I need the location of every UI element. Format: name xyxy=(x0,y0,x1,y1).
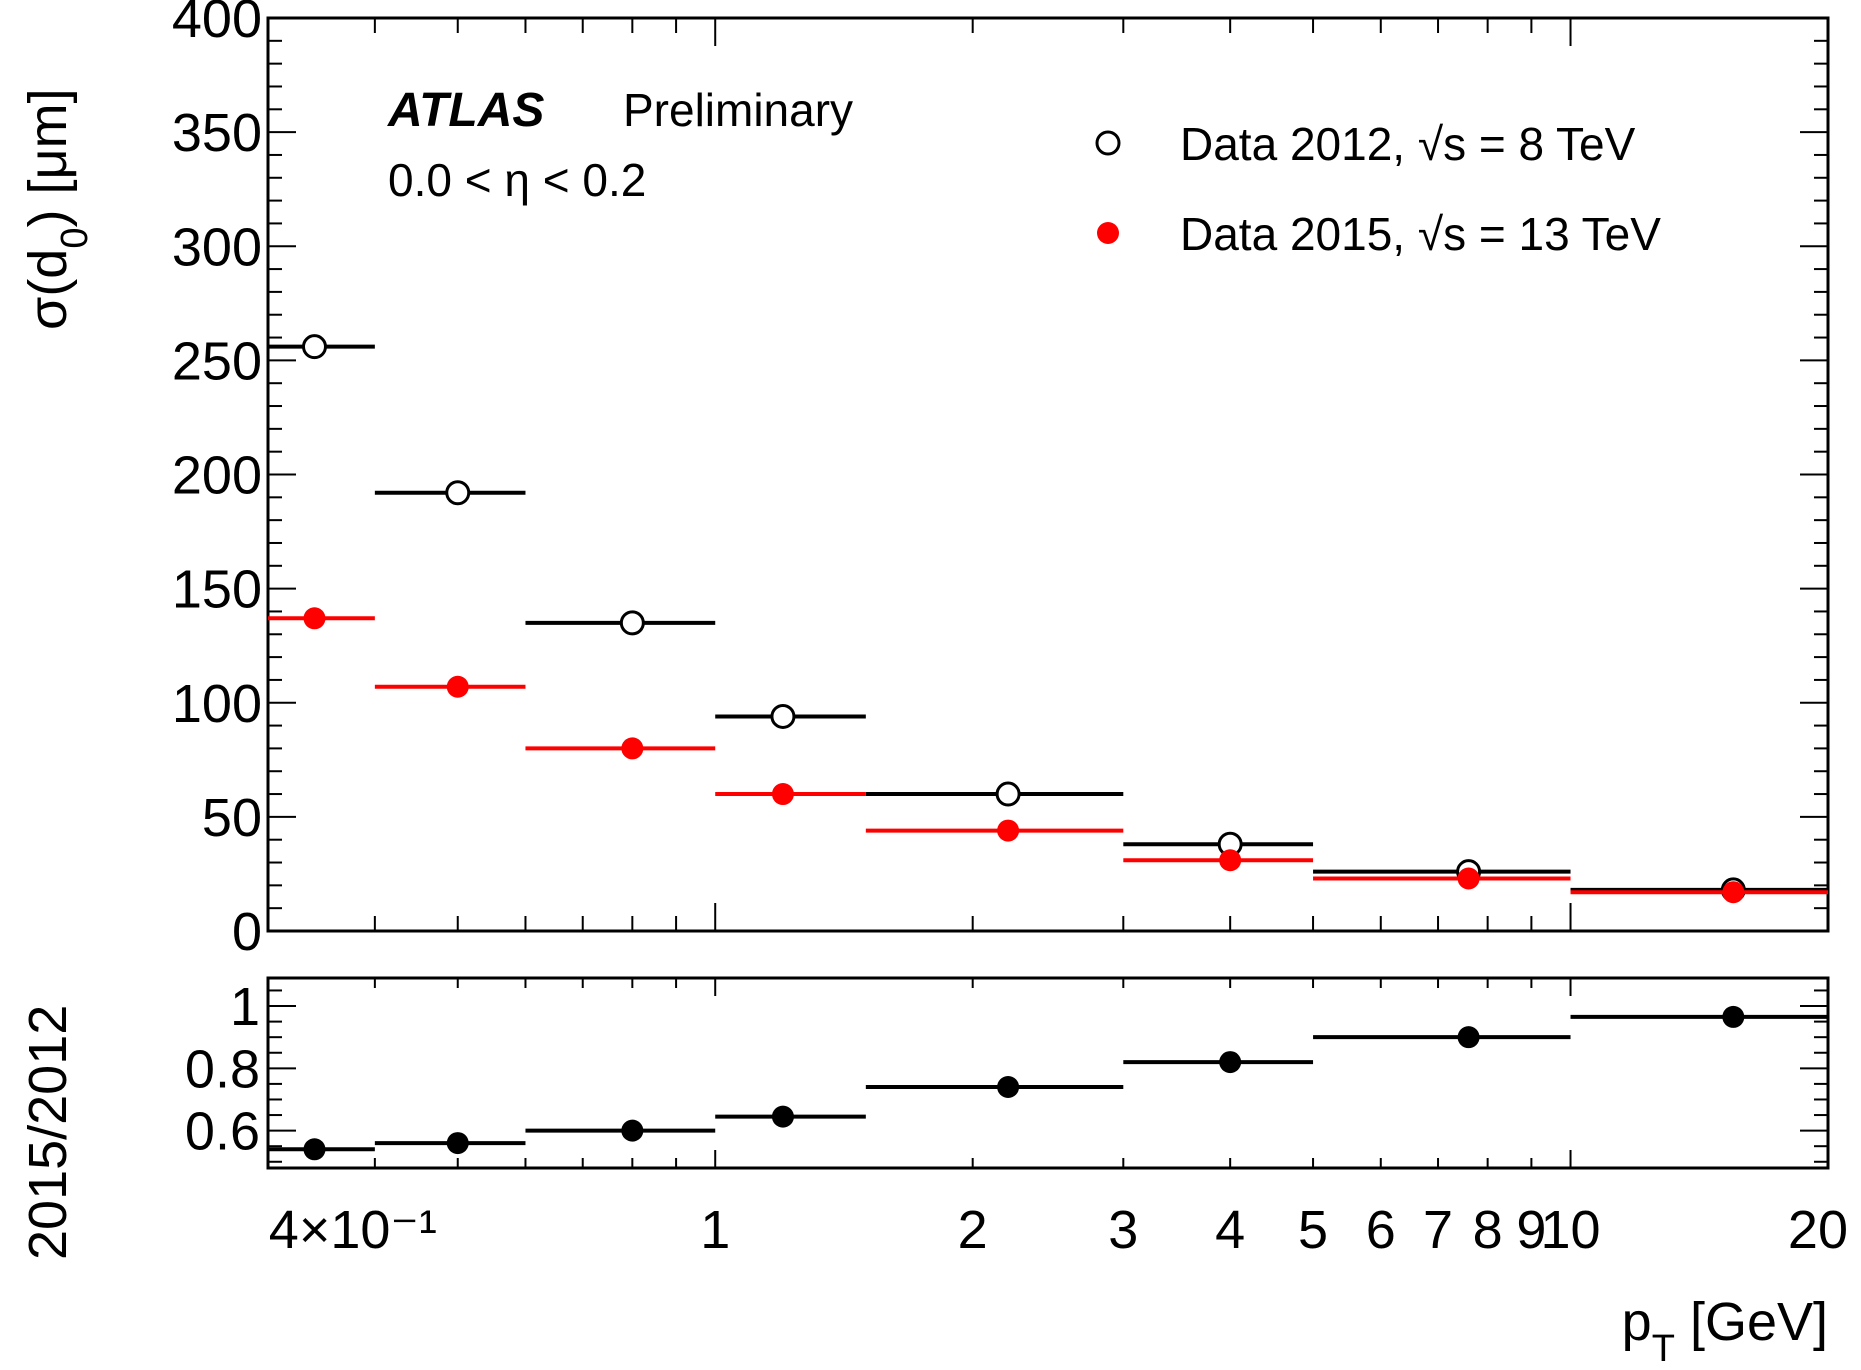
x-tick-label: 10 xyxy=(1540,1200,1600,1260)
y-tick-label-ratio: 0.6 xyxy=(185,1102,260,1162)
data-point-2012 xyxy=(619,610,645,636)
y-tick-label-main: 200 xyxy=(172,446,262,506)
data-point-2015 xyxy=(771,783,794,806)
y-tick-label-main: 400 xyxy=(172,0,262,49)
y-tick-label-ratio: 1 xyxy=(230,977,260,1037)
data-point-2012 xyxy=(445,480,471,506)
y-tick-label-main: 100 xyxy=(172,674,262,734)
y-tick-label-main: 150 xyxy=(172,560,262,620)
x-axis-title: pT [GeV] xyxy=(1622,1292,1828,1370)
data-point-2015 xyxy=(997,819,1020,842)
y-axis-title-ratio: 2015/2012 xyxy=(18,1005,78,1260)
atlas-label: ATLAS xyxy=(387,84,544,137)
main-axes: 0 50 100 150 200 250 300 350 400 xyxy=(172,0,1829,962)
x-tick-label: 4 xyxy=(1215,1200,1245,1260)
ratio-point xyxy=(621,1119,644,1142)
legend: Data 2012, √s = 8 TeV Data 2015, √s = 13… xyxy=(1095,118,1661,260)
data-point-2015 xyxy=(446,675,469,698)
ratio-plot-frame xyxy=(266,976,1830,1170)
x-tick-label: 2 xyxy=(958,1200,988,1260)
x-tick-label: 8 xyxy=(1473,1200,1503,1260)
x-tick-label: 6 xyxy=(1366,1200,1396,1260)
ratio-point xyxy=(771,1105,794,1128)
data-point-2015 xyxy=(303,607,326,630)
eta-range-label: 0.0 < η < 0.2 xyxy=(388,154,646,206)
ratio-axes: 0.60.81 xyxy=(185,977,1829,1168)
y-tick-label-main: 50 xyxy=(202,788,262,848)
y-tick-label-ratio: 0.8 xyxy=(185,1039,260,1099)
ratio-point xyxy=(303,1138,326,1161)
y-tick-label-main: 300 xyxy=(172,217,262,277)
data-point-2015 xyxy=(1457,867,1480,890)
data-point-2015 xyxy=(621,737,644,760)
ratio-point xyxy=(446,1132,469,1155)
data-point-2012 xyxy=(301,334,327,360)
ratio-point xyxy=(997,1076,1020,1099)
legend-marker-2012 xyxy=(1095,130,1121,156)
x-tick-labels: 4×10⁻¹ 1 2 3 4 5 6 7 8 910 20 xyxy=(269,1200,1848,1260)
legend-label-2015: Data 2015, √s = 13 TeV xyxy=(1180,208,1661,260)
data-point-2012 xyxy=(995,781,1021,807)
y-axis-title-main: σ(d0) [μm] xyxy=(18,88,96,330)
y-tick-label-main: 0 xyxy=(232,902,262,962)
x-tick-label: 9 xyxy=(1516,1200,1546,1260)
ratio-series-layer xyxy=(268,1005,1828,1161)
x-tick-label: 5 xyxy=(1298,1200,1328,1260)
x-tick-label: 1 xyxy=(700,1200,730,1260)
main-series-layer xyxy=(268,334,1828,904)
x-tick-label: 7 xyxy=(1423,1200,1453,1260)
x-tick-label: 20 xyxy=(1788,1200,1848,1260)
legend-marker-2015 xyxy=(1097,222,1119,244)
x-tick-label: 3 xyxy=(1108,1200,1138,1260)
legend-label-2012: Data 2012, √s = 8 TeV xyxy=(1180,118,1636,170)
y-tick-label-main: 350 xyxy=(172,103,262,163)
ratio-point xyxy=(1722,1005,1745,1028)
ratio-point xyxy=(1457,1026,1480,1049)
data-point-2012 xyxy=(770,703,796,729)
data-point-2015 xyxy=(1219,849,1242,872)
x-tick-label: 4×10⁻¹ xyxy=(269,1200,437,1260)
y-tick-label-main: 250 xyxy=(172,331,262,391)
data-point-2015 xyxy=(1722,881,1745,904)
ratio-point xyxy=(1219,1051,1242,1074)
preliminary-label: Preliminary xyxy=(623,84,853,136)
